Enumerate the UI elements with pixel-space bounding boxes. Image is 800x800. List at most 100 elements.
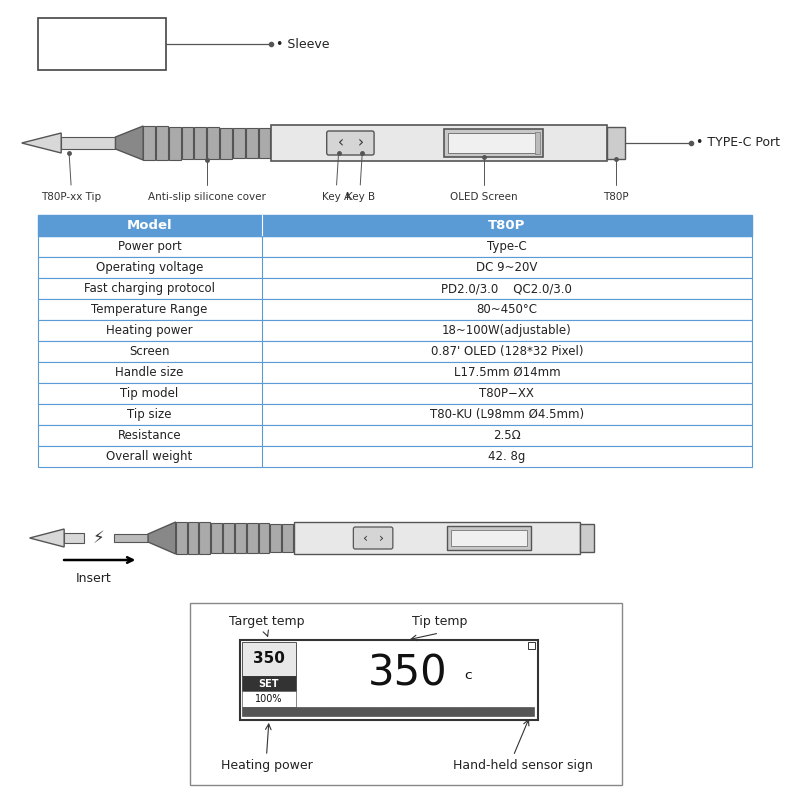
Text: 42. 8g: 42. 8g bbox=[488, 450, 526, 463]
Bar bbox=[242, 691, 296, 706]
Bar bbox=[258, 523, 270, 553]
Text: Insert: Insert bbox=[76, 572, 112, 585]
Text: Tip size: Tip size bbox=[127, 408, 172, 421]
Text: • TYPE-C Port: • TYPE-C Port bbox=[696, 137, 780, 150]
Bar bbox=[235, 523, 246, 553]
Bar bbox=[242, 706, 534, 716]
Bar bbox=[258, 128, 270, 158]
Bar bbox=[38, 362, 752, 383]
Bar bbox=[242, 642, 296, 676]
Bar bbox=[114, 534, 148, 542]
Polygon shape bbox=[115, 126, 143, 160]
Text: ⚡: ⚡ bbox=[93, 529, 105, 547]
Text: Handle size: Handle size bbox=[115, 366, 184, 379]
Text: DC 9~20V: DC 9~20V bbox=[476, 261, 538, 274]
Bar bbox=[246, 523, 258, 553]
Text: Operating voltage: Operating voltage bbox=[96, 261, 203, 274]
Bar bbox=[187, 522, 198, 554]
Text: PD2.0/3.0    QC2.0/3.0: PD2.0/3.0 QC2.0/3.0 bbox=[442, 282, 572, 295]
Bar bbox=[199, 522, 210, 554]
Bar bbox=[38, 299, 752, 320]
Bar bbox=[451, 530, 527, 546]
Text: Temperature Range: Temperature Range bbox=[91, 303, 208, 316]
Text: ‹: ‹ bbox=[362, 531, 368, 545]
Text: Tip model: Tip model bbox=[121, 387, 178, 400]
Text: Target temp: Target temp bbox=[229, 615, 304, 629]
Text: ›: › bbox=[358, 135, 363, 150]
Bar bbox=[61, 137, 115, 149]
Bar bbox=[176, 522, 186, 554]
Bar bbox=[211, 522, 222, 554]
Bar bbox=[190, 603, 622, 785]
Bar bbox=[447, 526, 531, 550]
Text: • Sleeve: • Sleeve bbox=[276, 38, 330, 50]
Text: 350: 350 bbox=[367, 653, 447, 694]
Text: T80P: T80P bbox=[488, 219, 526, 232]
Text: Power port: Power port bbox=[118, 240, 182, 253]
Bar bbox=[207, 127, 219, 158]
Bar bbox=[38, 215, 752, 236]
Text: ᶜ: ᶜ bbox=[464, 670, 473, 690]
Text: Tip temp: Tip temp bbox=[411, 615, 467, 629]
Bar bbox=[282, 524, 293, 552]
Bar bbox=[64, 533, 84, 543]
Text: 18~100W(adjustable): 18~100W(adjustable) bbox=[442, 324, 572, 337]
Bar bbox=[38, 341, 752, 362]
Polygon shape bbox=[148, 522, 176, 554]
Text: Hand-held sensor sign: Hand-held sensor sign bbox=[453, 758, 593, 771]
Text: Key A: Key A bbox=[322, 192, 351, 202]
Text: Resistance: Resistance bbox=[118, 429, 182, 442]
Bar bbox=[270, 524, 282, 552]
Bar bbox=[38, 320, 752, 341]
Bar bbox=[38, 425, 752, 446]
Bar bbox=[38, 446, 752, 467]
Bar bbox=[246, 128, 258, 158]
FancyBboxPatch shape bbox=[326, 131, 374, 155]
Bar bbox=[38, 383, 752, 404]
Bar bbox=[294, 522, 580, 554]
Bar bbox=[38, 278, 752, 299]
Bar bbox=[233, 128, 245, 158]
Bar bbox=[223, 523, 234, 553]
Bar bbox=[607, 127, 625, 159]
Text: Fast charging protocol: Fast charging protocol bbox=[84, 282, 215, 295]
Bar bbox=[143, 126, 155, 160]
Text: ›: › bbox=[378, 531, 383, 545]
Polygon shape bbox=[30, 529, 64, 547]
Text: SET: SET bbox=[258, 678, 279, 689]
Text: 80~450°C: 80~450°C bbox=[476, 303, 538, 316]
Text: 2.5Ω: 2.5Ω bbox=[493, 429, 521, 442]
Text: T80P-xx Tip: T80P-xx Tip bbox=[41, 192, 101, 202]
Bar bbox=[38, 236, 752, 257]
Text: T80P−XX: T80P−XX bbox=[479, 387, 534, 400]
Text: Type-C: Type-C bbox=[487, 240, 526, 253]
Text: Heating power: Heating power bbox=[106, 324, 193, 337]
Text: Key B: Key B bbox=[346, 192, 375, 202]
Text: T80-KU (L98mm Ø4.5mm): T80-KU (L98mm Ø4.5mm) bbox=[430, 408, 584, 421]
Text: ‹: ‹ bbox=[338, 135, 343, 150]
Text: Model: Model bbox=[126, 219, 172, 232]
FancyBboxPatch shape bbox=[354, 527, 393, 549]
Text: T80P: T80P bbox=[603, 192, 629, 202]
Text: L17.5mm Ø14mm: L17.5mm Ø14mm bbox=[454, 366, 560, 379]
Text: Screen: Screen bbox=[130, 345, 170, 358]
Bar bbox=[220, 127, 232, 158]
Bar bbox=[444, 129, 543, 157]
Bar bbox=[38, 404, 752, 425]
Bar bbox=[448, 133, 539, 153]
Text: 0.87' OLED (128*32 Pixel): 0.87' OLED (128*32 Pixel) bbox=[430, 345, 583, 358]
Bar bbox=[194, 127, 206, 159]
Bar bbox=[156, 126, 168, 160]
Text: Overall weight: Overall weight bbox=[106, 450, 193, 463]
Text: Heating power: Heating power bbox=[221, 758, 312, 771]
Text: OLED Screen: OLED Screen bbox=[450, 192, 518, 202]
Bar bbox=[182, 126, 194, 159]
Bar bbox=[240, 640, 538, 720]
Bar bbox=[271, 125, 607, 161]
Bar bbox=[169, 126, 181, 159]
Bar bbox=[535, 132, 540, 154]
Bar bbox=[38, 257, 752, 278]
Polygon shape bbox=[22, 133, 61, 153]
Bar bbox=[242, 676, 296, 691]
Bar bbox=[38, 18, 166, 70]
